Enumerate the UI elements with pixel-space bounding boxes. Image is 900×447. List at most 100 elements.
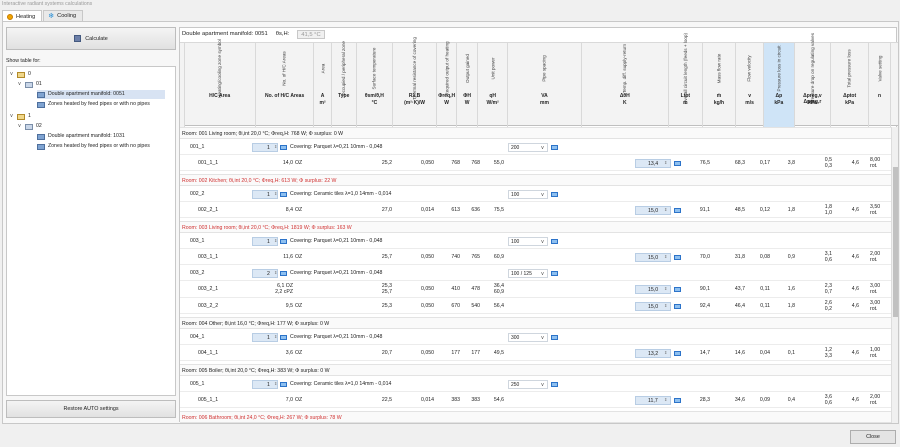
tree-item[interactable]: Zones heated by feed pipes or with no pi…	[37, 100, 150, 109]
spinner-icon[interactable]: ⇕	[274, 334, 278, 339]
thermal-resistance: 0,014	[421, 207, 434, 213]
column-header-symbol: Φreq,H	[438, 93, 456, 99]
chevron-down-icon[interactable]: v	[18, 81, 21, 87]
apartment-icon	[25, 123, 33, 130]
spinner-icon[interactable]: ⇕	[664, 207, 668, 212]
temp-diff-input[interactable]: 13,2 ⇕	[635, 349, 671, 358]
required-output: 410	[451, 286, 460, 292]
chevron-down-icon: v	[541, 239, 544, 245]
monitor-icon[interactable]	[280, 239, 287, 244]
monitor-icon[interactable]	[280, 192, 287, 197]
temp-diff-value: 13,4	[648, 161, 659, 167]
valve-pressure-drop: 2,3 0,7	[798, 282, 832, 297]
column-header-symbol: A	[320, 93, 325, 99]
monitor-icon[interactable]	[551, 382, 558, 387]
temp-diff-input[interactable]: 15,0 ⇕	[635, 206, 671, 215]
tab-cooling[interactable]: ❄ Cooling	[43, 10, 84, 21]
select-all-checkbox[interactable]	[180, 43, 185, 127]
close-button[interactable]: Close	[850, 430, 896, 444]
zone-type: OZ	[295, 254, 303, 260]
output-gained: 177	[471, 350, 480, 356]
temp-diff-input[interactable]: 15,0 ⇕	[635, 253, 671, 262]
circuit-row: 001_1_1 14,0 OZ 25,2 55,0 0,050 768 768 13,4 ⇕ 76,…	[180, 156, 891, 171]
pipe-spacing-dropdown[interactable]: 300 v	[508, 333, 548, 342]
valve-setting: 8,00 rot.	[870, 156, 888, 171]
monitor-icon[interactable]	[280, 382, 287, 387]
chevron-down-icon[interactable]: v	[10, 71, 13, 77]
spinner-icon[interactable]: ⇕	[274, 238, 278, 243]
spinner-icon[interactable]: ⇕	[664, 397, 668, 402]
monitor-icon[interactable]	[551, 271, 558, 276]
monitor-icon[interactable]	[674, 287, 681, 292]
zone-count-input[interactable]: 1 ⇕	[252, 380, 278, 389]
zone-count-input[interactable]: 1 ⇕	[252, 237, 278, 246]
monitor-icon[interactable]	[280, 145, 287, 150]
monitor-icon[interactable]	[674, 255, 681, 260]
spinner-icon[interactable]: ⇕	[664, 350, 668, 355]
temp-diff-input[interactable]: 15,0 ⇕	[635, 285, 671, 294]
thermal-resistance: 0,050	[421, 350, 434, 356]
zone-row: 003_2 2 ⇕ Covering: Parquet λ=0,21 10mm - 0…	[180, 266, 891, 281]
zone-row: 003_1 1 ⇕ Covering: Parquet λ=0,21 10mm - 0…	[180, 234, 891, 249]
monitor-icon[interactable]	[551, 335, 558, 340]
tree-item[interactable]: Zones heated by feed pipes or with no pi…	[37, 142, 150, 151]
valve-setting: 3,00 rot.	[870, 282, 888, 297]
chevron-down-icon[interactable]: v	[10, 113, 13, 119]
tree-item[interactable]: v 01	[17, 80, 42, 89]
spinner-icon[interactable]: ⇕	[274, 270, 278, 275]
scrollbar-thumb[interactable]	[893, 167, 898, 317]
monitor-icon[interactable]	[551, 145, 558, 150]
pipe-spacing-dropdown[interactable]: 100 / 125 v	[508, 269, 548, 278]
monitor-icon[interactable]	[280, 271, 287, 276]
chevron-down-icon[interactable]: v	[18, 123, 21, 129]
zone-count-input[interactable]: 1 ⇕	[252, 143, 278, 152]
tab-heating[interactable]: Heating	[2, 10, 43, 22]
monitor-icon[interactable]	[674, 351, 681, 356]
zones-icon	[37, 101, 45, 108]
tree-item[interactable]: Double apartment manifold: 1031	[37, 132, 125, 141]
zone-type: OZ	[295, 303, 303, 309]
monitor-icon[interactable]	[280, 335, 287, 340]
monitor-icon[interactable]	[551, 192, 558, 197]
spinner-icon[interactable]: ⇕	[664, 303, 668, 308]
calculate-button[interactable]: Calculate	[6, 27, 176, 50]
vertical-scrollbar[interactable]	[891, 127, 898, 423]
temp-diff-input[interactable]: 13,4 ⇕	[635, 159, 671, 168]
tree-item[interactable]: v 02	[17, 122, 42, 131]
zone-name: 005_1	[190, 381, 205, 387]
pipe-spacing-dropdown[interactable]: 250 v	[508, 380, 548, 389]
monitor-icon[interactable]	[674, 304, 681, 309]
column-header-unit: m/s	[745, 100, 754, 106]
valve-pressure-drop: 1,2 3,3	[798, 346, 832, 361]
valve-line: 0,6	[824, 256, 832, 263]
spinner-icon[interactable]: ⇕	[274, 191, 278, 196]
column-header-symbol: Δptot	[843, 93, 857, 99]
temp-diff-input[interactable]: 11,7 ⇕	[635, 396, 671, 405]
spinner-icon[interactable]: ⇕	[274, 381, 278, 386]
monitor-icon[interactable]	[674, 161, 681, 166]
zone-count-input[interactable]: 1 ⇕	[252, 190, 278, 199]
circuit-row: 002_2_1 8,4 OZ 27,0 75,5 0,014 613 636 15,0 ⇕ 91,1…	[180, 203, 891, 218]
temp-diff-input[interactable]: 15,0 ⇕	[635, 302, 671, 311]
zone-count-input[interactable]: 2 ⇕	[252, 269, 278, 278]
restore-auto-button[interactable]: Restore AUTO settings	[6, 400, 176, 418]
pipe-spacing-dropdown[interactable]: 100 v	[508, 237, 548, 246]
spinner-icon[interactable]: ⇕	[274, 144, 278, 149]
tree-item-selected[interactable]: Double apartment manifold: 0051	[37, 90, 165, 99]
valve-pressure-drop: 3,1 0,6	[798, 250, 832, 265]
monitor-icon[interactable]	[674, 208, 681, 213]
valve-line: 0,6	[824, 399, 832, 406]
circuit-name: 003_2_2	[198, 303, 219, 309]
spinner-icon[interactable]: ⇕	[664, 286, 668, 291]
zone-count-input[interactable]: 1 ⇕	[252, 333, 278, 342]
pipe-spacing-dropdown[interactable]: 200 v	[508, 143, 548, 152]
pipe-spacing-dropdown[interactable]: 100 v	[508, 190, 548, 199]
spinner-icon[interactable]: ⇕	[664, 160, 668, 165]
spinner-icon[interactable]: ⇕	[664, 254, 668, 259]
circuit-length: 70,0	[699, 254, 710, 260]
column-header-text: Flow velocity	[747, 54, 753, 82]
monitor-icon[interactable]	[674, 398, 681, 403]
monitor-icon[interactable]	[551, 239, 558, 244]
